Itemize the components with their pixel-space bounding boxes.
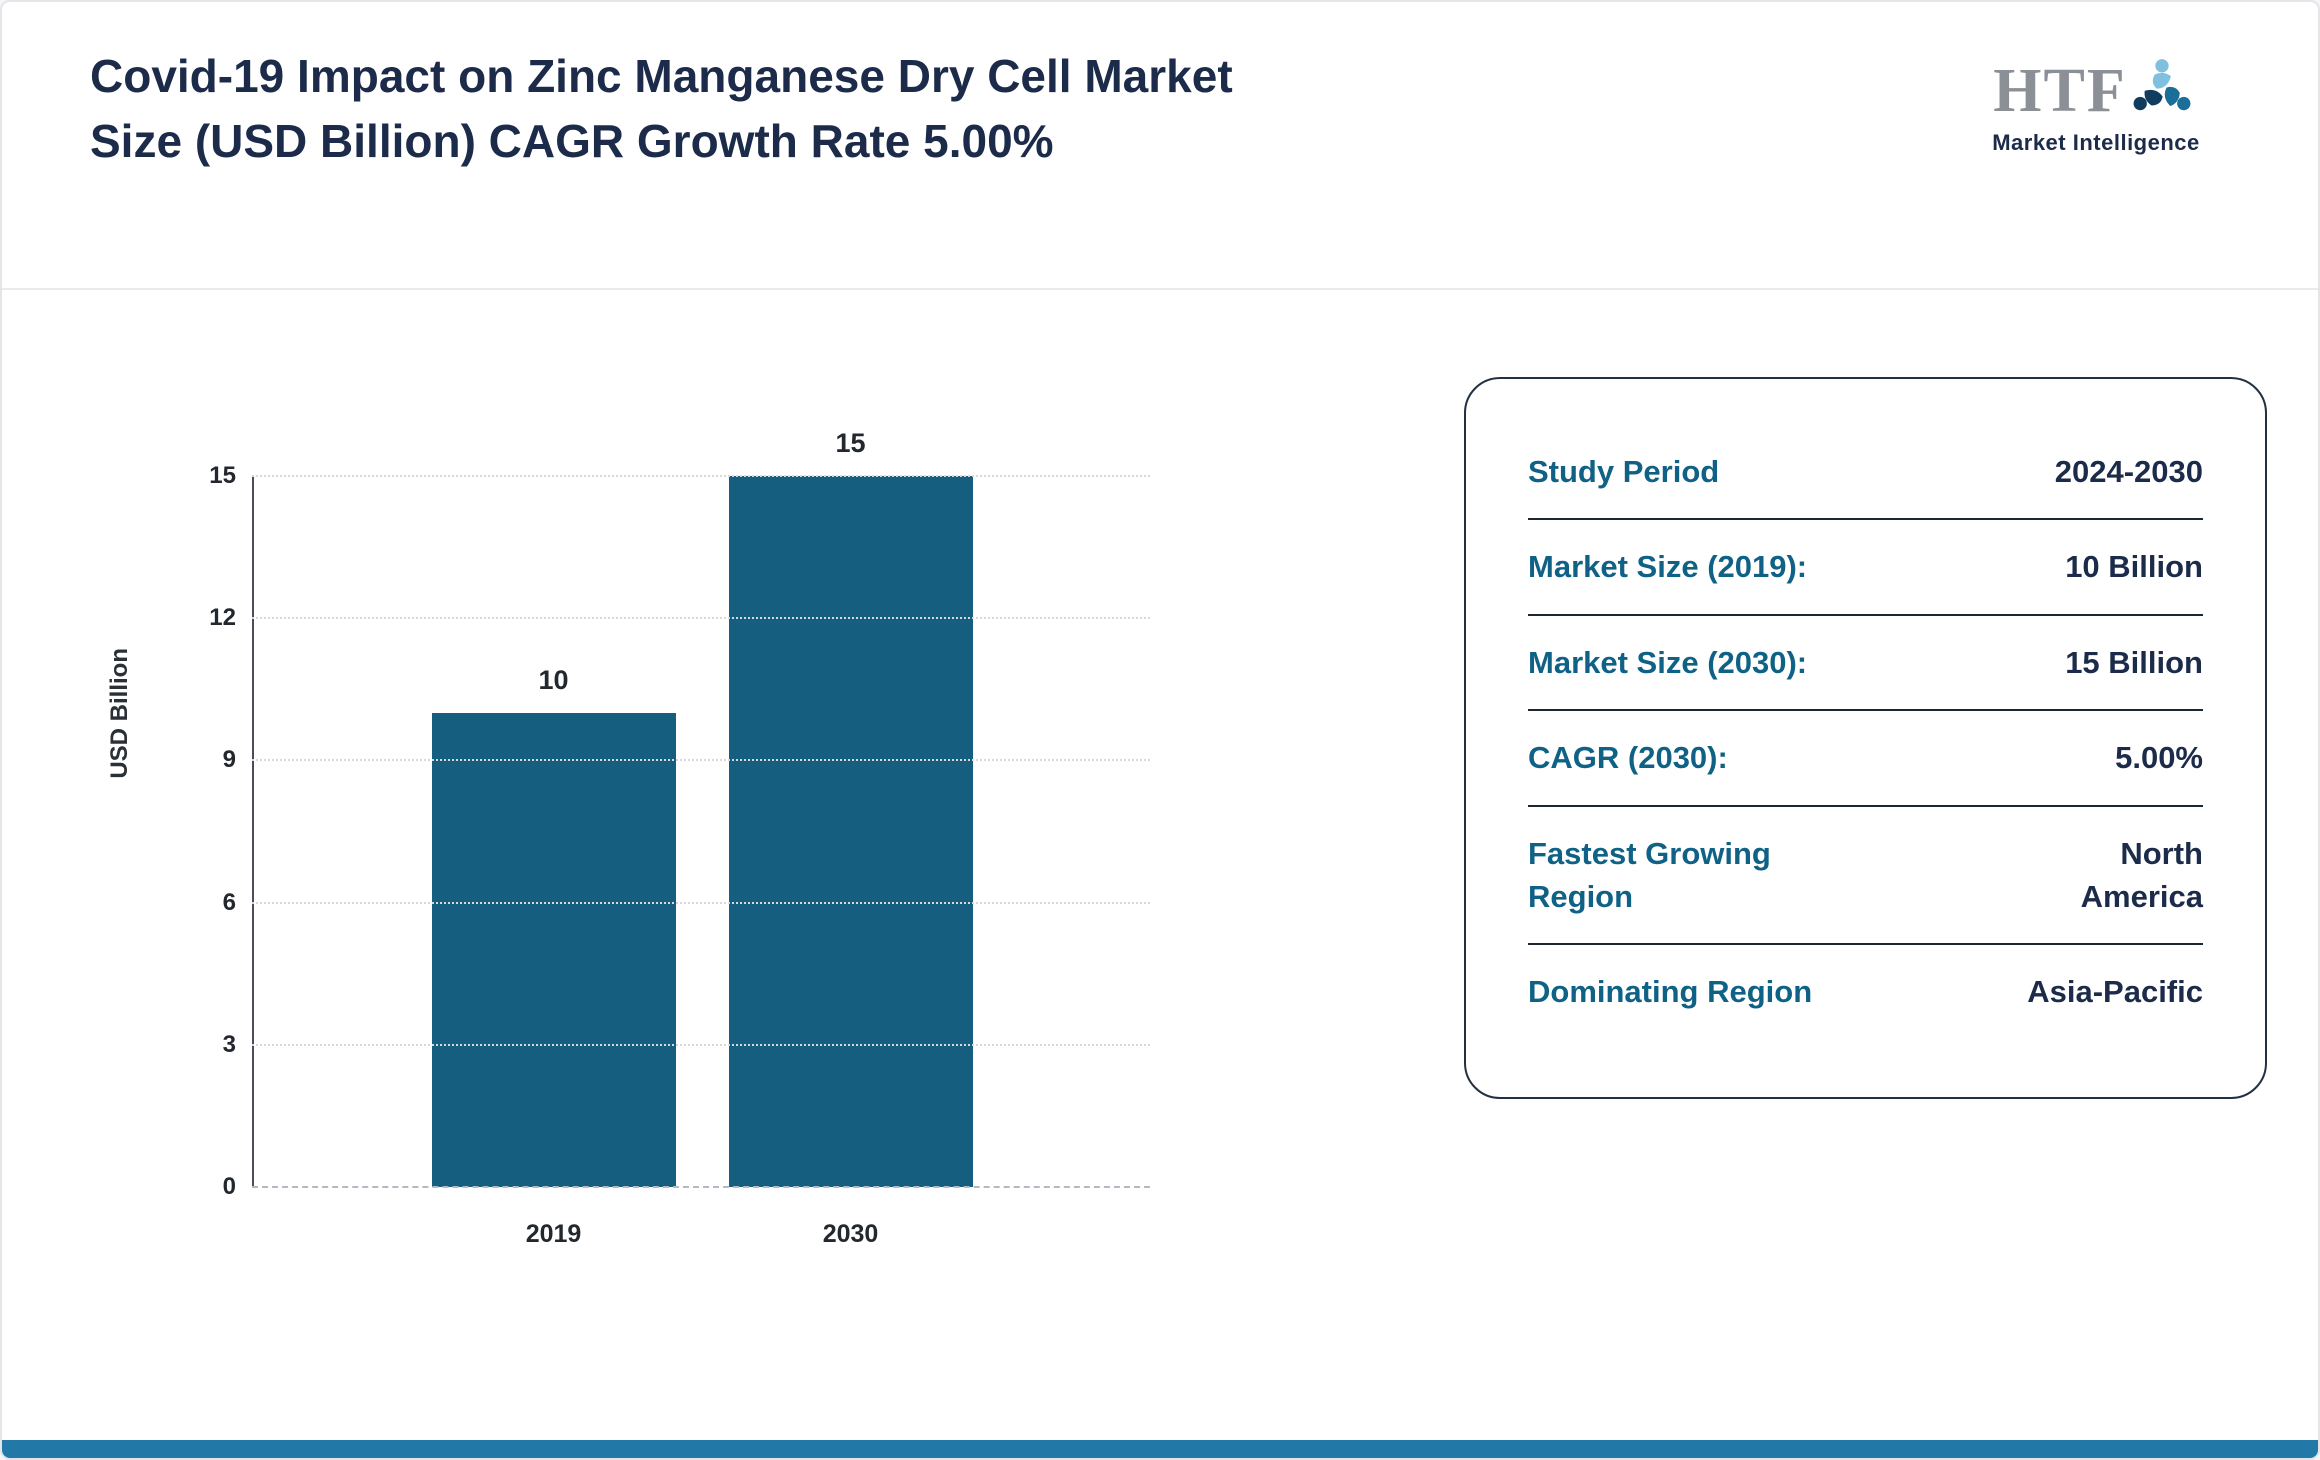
info-row-value: 2024-2030 [2054, 454, 2203, 489]
info-row: Market Size (2030): 15 Billion [1528, 616, 2203, 712]
bar-group-2019: 10 2019 [431, 476, 676, 1248]
footer-accent-bar [2, 1440, 2318, 1458]
company-logo: HTF [1946, 54, 2246, 156]
y-tick-label: 15 [209, 462, 236, 489]
info-row-label: Dominating Region [1528, 974, 1813, 1010]
y-axis-line [252, 476, 254, 1187]
info-row: CAGR (2030): 5.00% [1528, 711, 2203, 807]
plot-area: 10 2019 15 2030 0 3 6 9 12 15 [209, 428, 1150, 1248]
bars: 10 2019 15 2030 [254, 428, 1150, 1248]
y-axis-title: USD Billion [106, 647, 133, 779]
bar-2030: 15 [728, 428, 973, 1187]
info-row: Market Size (2019): 10 Billion [1528, 520, 2203, 616]
bar-group-2030: 15 2030 [728, 428, 973, 1248]
page-title: Covid-19 Impact on Zinc Manganese Dry Ce… [90, 50, 1233, 168]
info-row-label: Study Period [1528, 454, 1720, 489]
info-row-label: CAGR (2030): [1528, 740, 1728, 776]
info-row-value: Asia-Pacific [2027, 974, 2203, 1010]
info-row-label: Market Size (2019): [1528, 549, 1808, 585]
bar-2019: 10 [431, 665, 676, 1187]
info-card-rows: Study Period 2024-2030 Market Size (2019):… [1528, 425, 2203, 1039]
logo-subtext: Market Intelligence [1992, 130, 2200, 155]
logo-swirl-icon [2125, 54, 2199, 128]
info-row: Fastest Growing Region North America [1528, 807, 2203, 946]
bar-value-label: 15 [835, 428, 866, 458]
header: Covid-19 Impact on Zinc Manganese Dry Ce… [2, 2, 2318, 290]
logo-text: HTF [1993, 57, 2127, 125]
bar-value-label: 10 [538, 665, 569, 695]
info-row: Dominating Region Asia-Pacific [1528, 945, 2203, 1038]
bar-chart: USD Billion 10 2019 15 2030 0 3 6 9 12 15 [2, 290, 1302, 1290]
info-row-value: 5.00% [2115, 740, 2203, 776]
info-row-label: Market Size (2030): [1528, 644, 1808, 680]
y-tick-label: 3 [222, 1030, 236, 1058]
info-row-value: North America [2080, 835, 2203, 914]
y-tick-label: 6 [222, 888, 236, 916]
info-row-value: 15 Billion [2065, 644, 2203, 680]
info-row-label: Fastest Growing Region [1528, 835, 1771, 914]
gridline [252, 901, 1150, 904]
y-tick-label: 0 [222, 1173, 236, 1200]
market-summary-card: Study Period 2024-2030 Market Size (2019):… [1464, 377, 2267, 1099]
gridline [252, 1186, 1150, 1188]
gridline [252, 617, 1150, 620]
info-row: Study Period 2024-2030 [1528, 425, 2203, 521]
info-row-value: 10 Billion [2065, 549, 2203, 585]
y-tick-label: 12 [209, 604, 236, 632]
x-tick-label: 2030 [822, 1220, 879, 1248]
gridline [252, 759, 1150, 762]
x-tick-label: 2019 [525, 1220, 582, 1248]
gridline [252, 475, 1150, 477]
gridline [252, 1043, 1150, 1046]
y-tick-label: 9 [222, 746, 236, 774]
